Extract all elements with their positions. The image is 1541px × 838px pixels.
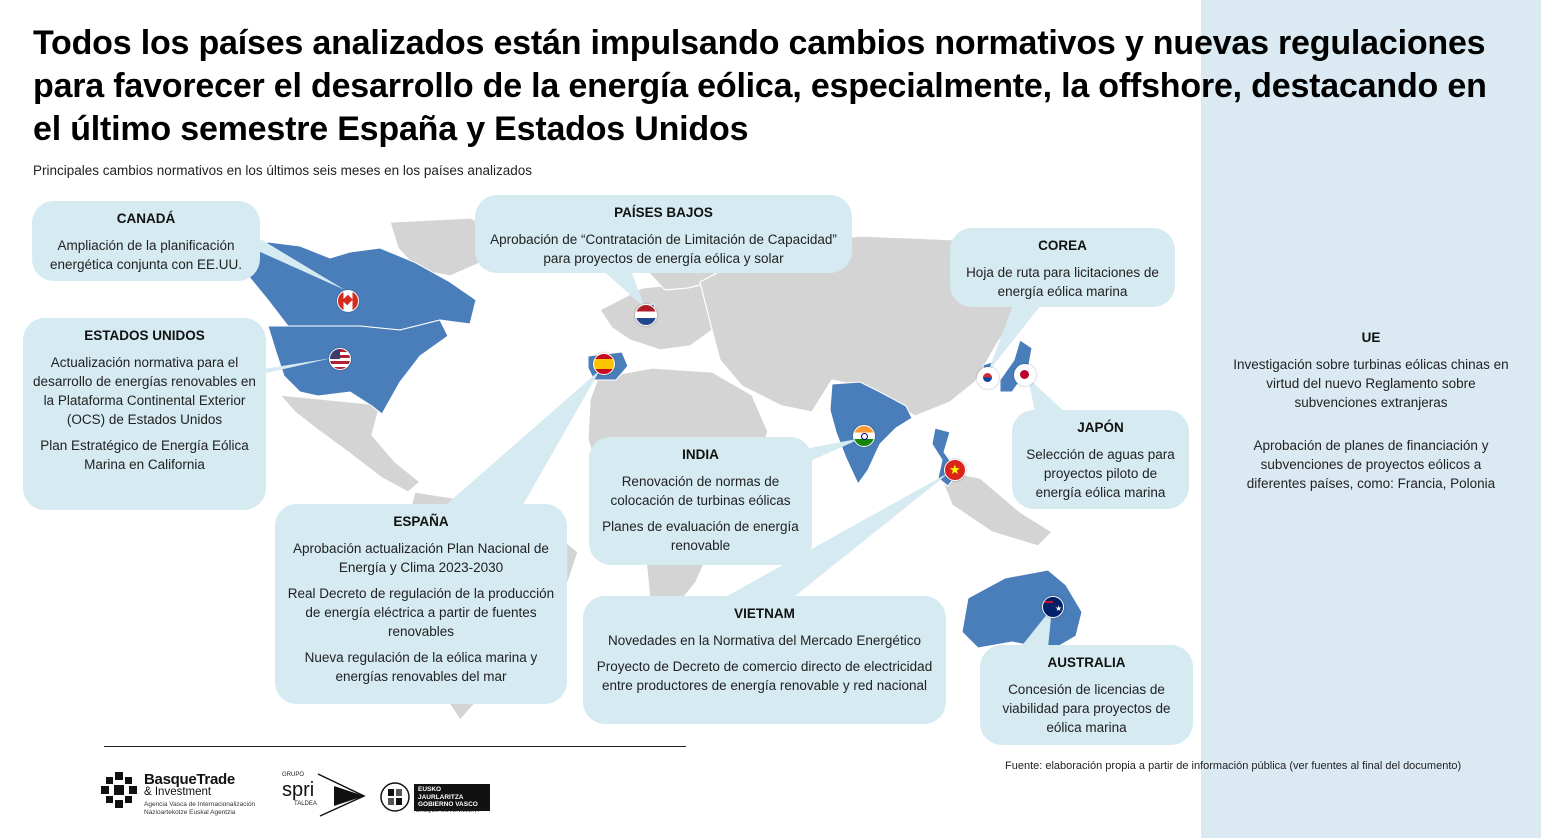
japan-flag-icon xyxy=(1014,364,1036,386)
gobierno-vasco-line3: BASQUE GOVERNMENT xyxy=(416,808,480,814)
card-india-title: INDIA xyxy=(682,447,719,462)
spri-arrow-icon xyxy=(317,773,366,817)
usa-shape xyxy=(267,319,449,415)
spri-logo: GRUPO spri TALDEA xyxy=(280,770,370,822)
card-netherlands: PAÍSES BAJOS Aprobación de “Contratación… xyxy=(475,195,852,273)
basque-trade-subtitle: Agencia Vasca de Internacionalización Na… xyxy=(144,801,269,817)
basque-trade-line2: & Investment xyxy=(144,786,212,798)
footer-divider xyxy=(104,746,686,747)
gobierno-vasco-crest-icon xyxy=(380,782,410,812)
card-usa-title: ESTADOS UNIDOS xyxy=(84,328,205,343)
page-subtitle: Principales cambios normativos en los úl… xyxy=(33,163,532,178)
eu-item: Investigación sobre turbinas eólicas chi… xyxy=(1233,357,1509,410)
korea-flag-icon xyxy=(977,367,999,389)
spain-pointer xyxy=(440,370,600,510)
eu-section: UE Investigación sobre turbinas eólicas … xyxy=(1230,328,1512,517)
india-flag-icon xyxy=(853,425,875,447)
card-vietnam-title: VIETNAM xyxy=(734,606,795,621)
card-australia-title: AUSTRALIA xyxy=(1047,655,1126,670)
australia-pointer xyxy=(1020,608,1052,648)
vietnam-flag-icon: ★ xyxy=(944,459,966,481)
asia-shape xyxy=(699,235,1031,417)
card-korea-item: Hoja de ruta para licitaciones de energí… xyxy=(966,265,1159,299)
basque-trade-sub2: Nazioartekotze Euskal Agentzia xyxy=(144,809,236,816)
vietnam-pointer xyxy=(720,472,950,600)
korea-pointer xyxy=(988,300,1045,372)
australia-flag-icon: ★ xyxy=(1042,596,1064,618)
spri-name: spri xyxy=(282,779,315,801)
gobierno-vasco-name: EUSKO JAURLARITZA GOBIERNO VASCO xyxy=(414,784,490,811)
card-spain-item: Real Decreto de regulación de la producc… xyxy=(287,586,555,639)
spri-taldea: TALDEA xyxy=(294,801,317,807)
card-canada: CANADÁ Ampliación de la planificación en… xyxy=(32,201,260,281)
card-india-item: Renovación de normas de colocación de tu… xyxy=(610,474,791,508)
card-korea: COREA Hoja de ruta para licitaciones de … xyxy=(950,228,1175,307)
japan-shape xyxy=(999,339,1033,393)
source-note: Fuente: elaboración propia a partir de i… xyxy=(1005,760,1462,772)
card-vietnam: VIETNAM Novedades en la Normativa del Me… xyxy=(583,596,946,724)
card-spain-item: Nueva regulación de la eólica marina y e… xyxy=(304,650,538,684)
eu-item: Aprobación de planes de financiación y s… xyxy=(1246,438,1496,491)
basque-trade-logo: BasqueTrade & Investment Agencia Vasca d… xyxy=(100,769,270,824)
usa-flag-icon xyxy=(329,348,351,370)
basque-trade-sub1: Agencia Vasca de Internacionalización xyxy=(144,801,256,808)
eu-title: UE xyxy=(1361,330,1381,345)
card-spain-title: ESPAÑA xyxy=(393,514,449,529)
basque-trade-name: BasqueTrade xyxy=(144,771,235,788)
gobierno-vasco-logo: EUSKO JAURLARITZA GOBIERNO VASCO BASQUE … xyxy=(380,781,490,817)
card-canada-item: Ampliación de la planificación energétic… xyxy=(49,238,243,272)
card-korea-title: COREA xyxy=(1038,238,1087,253)
card-japan-item: Selección de aguas para proyectos piloto… xyxy=(1026,447,1175,500)
gobierno-vasco-line1: EUSKO JAURLARITZA xyxy=(418,786,464,801)
mexico-central-america-shape xyxy=(278,394,421,493)
card-usa-item: Plan Estratégico de Energía Eólica Marin… xyxy=(40,438,249,472)
gobierno-vasco-line2: GOBIERNO VASCO xyxy=(418,801,478,808)
card-usa-item: Actualización normativa para el desarrol… xyxy=(33,355,256,427)
southeast-asia-islands-shape xyxy=(937,469,1053,547)
card-netherlands-item: Aprobación de “Contratación de Limitació… xyxy=(490,232,837,266)
card-australia: AUSTRALIA Concesión de licencias de viab… xyxy=(980,645,1193,745)
card-spain-item: Aprobación actualización Plan Nacional d… xyxy=(293,541,549,575)
card-japan-title: JAPÓN xyxy=(1077,420,1124,435)
card-australia-item: Concesión de licencias de viabilidad par… xyxy=(1002,682,1171,735)
card-usa: ESTADOS UNIDOS Actualización normativa p… xyxy=(23,318,266,510)
netherlands-pointer xyxy=(600,268,645,308)
card-canada-title: CANADÁ xyxy=(116,211,176,226)
netherlands-flag-icon xyxy=(635,304,657,326)
spri-grupo: GRUPO xyxy=(282,772,305,778)
land-masses xyxy=(278,217,1053,721)
japan-pointer xyxy=(1028,378,1065,412)
card-spain: ESPAÑA Aprobación actualización Plan Nac… xyxy=(275,504,567,704)
card-japan: JAPÓN Selección de aguas para proyectos … xyxy=(1012,410,1189,509)
card-netherlands-title: PAÍSES BAJOS xyxy=(614,205,713,220)
basque-trade-emblem-icon xyxy=(101,772,137,808)
spain-flag-icon xyxy=(593,353,615,375)
card-india: INDIA Renovación de normas de colocación… xyxy=(589,437,812,565)
card-india-item: Planes de evaluación de energía renovabl… xyxy=(602,519,799,553)
canada-flag-icon xyxy=(337,290,359,312)
card-vietnam-item: Novedades en la Normativa del Mercado En… xyxy=(608,633,921,648)
australia-shape xyxy=(961,569,1083,651)
canada-pointer xyxy=(238,240,345,290)
eu-side-panel xyxy=(1201,0,1541,838)
page-title: Todos los países analizados están impuls… xyxy=(33,24,1487,148)
card-vietnam-item: Proyecto de Decreto de comercio directo … xyxy=(596,659,933,693)
